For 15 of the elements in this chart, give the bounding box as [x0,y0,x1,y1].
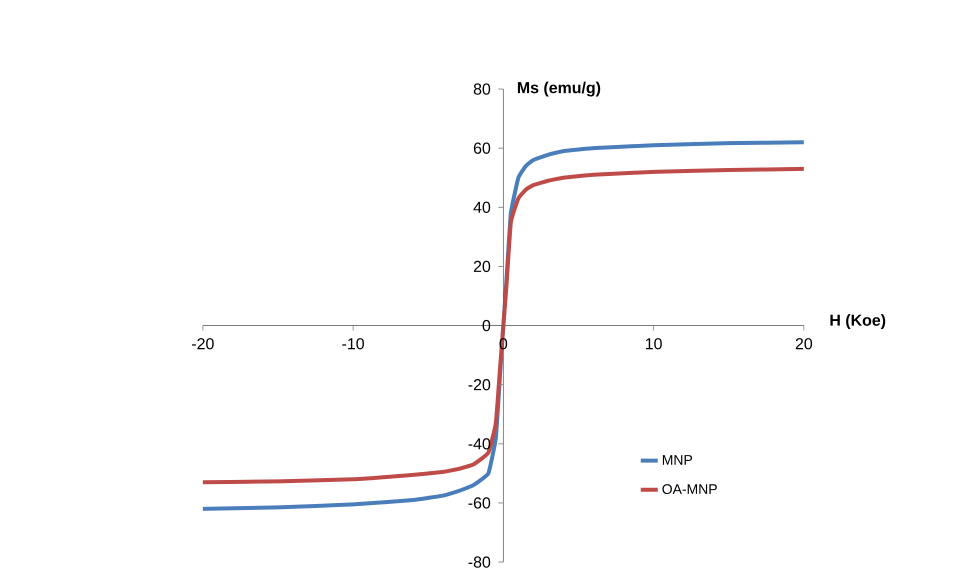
x-tick-label: -10 [342,338,364,350]
y-tick-label: -80 [468,556,490,568]
y-tick-label: 20 [474,260,490,272]
legend-label: OA-MNP [662,484,717,494]
y-tick-label: 80 [474,83,490,95]
y-tick-label: 40 [473,202,490,213]
y-tick-label: 60 [474,142,490,154]
legend-label: MNP [662,455,692,465]
y-tick-label: -20 [468,379,490,390]
x-tick-label: 20 [796,338,812,350]
y-tick-label: -60 [468,497,490,509]
x-axis-title: H (Koe) [830,314,886,329]
x-tick-label: -20 [192,338,214,350]
y-axis-title: Ms (emu/g) [518,82,600,97]
x-tick-label: 10 [646,338,662,350]
